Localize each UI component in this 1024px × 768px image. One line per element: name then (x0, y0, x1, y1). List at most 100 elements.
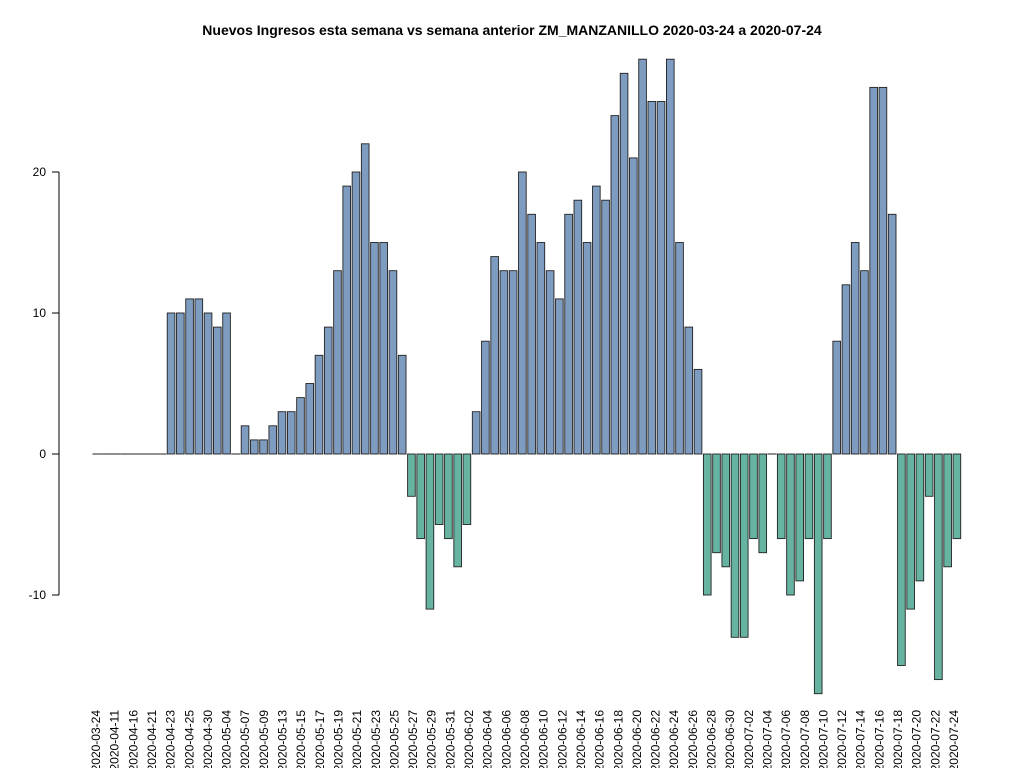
bar-negative (739, 453, 749, 638)
x-tick-label: 2020-05-29 (425, 710, 439, 768)
bar-positive (194, 298, 204, 455)
bar-positive (213, 326, 222, 455)
x-tick-label: 2020-06-08 (518, 710, 532, 768)
x-tick-label: 2020-07-14 (854, 710, 868, 768)
x-tick-label: 2020-05-31 (443, 710, 457, 768)
bar-positive (481, 340, 490, 455)
bar-positive (564, 213, 573, 455)
y-axis: -10 0 10 20 (29, 165, 60, 602)
bar-positive (490, 256, 499, 455)
x-axis: 2020-03-24 2020-04-11 2020-04-16 2020-04-21… (89, 710, 961, 768)
bar-negative (906, 453, 915, 610)
x-tick-label: 2020-07-12 (835, 710, 849, 768)
bar-positive (638, 58, 647, 455)
y-tick-label: 10 (33, 306, 47, 320)
x-tick-label: 2020-06-16 (593, 710, 607, 768)
bar-positive (249, 439, 259, 455)
bar-negative (952, 453, 962, 540)
y-tick-label: 20 (33, 165, 47, 179)
x-tick-label: 2020-05-27 (406, 710, 420, 768)
x-tick-label: 2020-04-23 (164, 710, 178, 768)
bar-positive (878, 86, 888, 455)
x-tick-label: 2020-06-06 (499, 710, 513, 768)
bar-positive (185, 298, 194, 455)
bar-negative (749, 453, 758, 540)
x-tick-label: 2020-05-07 (238, 710, 252, 768)
bar-positive (850, 242, 860, 455)
bar-negative (407, 453, 416, 497)
x-tick-label: 2020-04-21 (145, 710, 159, 768)
bar-positive (360, 143, 370, 455)
bar-positive (268, 425, 278, 455)
bar-positive (508, 270, 518, 455)
x-tick-label: 2020-06-04 (481, 710, 495, 768)
x-tick-label: 2020-07-08 (798, 710, 812, 768)
bar-positive (656, 101, 666, 455)
bar-negative (416, 453, 425, 540)
bar-positive (573, 199, 583, 455)
bar-negative (804, 453, 814, 540)
bar-positive (176, 312, 185, 455)
bar-positive (370, 242, 379, 455)
bar-negative (943, 453, 952, 568)
x-tick-label: 2020-07-24 (947, 710, 961, 768)
bar-positive (333, 270, 342, 455)
bar-positive (240, 425, 250, 455)
bar-positive (499, 270, 509, 455)
bar-negative (425, 453, 435, 610)
x-tick-label: 2020-07-16 (872, 710, 886, 768)
bar-positive (277, 411, 287, 455)
x-tick-label: 2020-06-22 (649, 710, 663, 768)
x-tick-label: 2020-07-10 (816, 710, 830, 768)
x-tick-label: 2020-05-21 (350, 710, 364, 768)
bar-negative (721, 453, 731, 568)
bar-positive (619, 72, 629, 455)
bar-positive (471, 411, 481, 455)
chart-title: Nuevos Ingresos esta semana vs semana an… (202, 22, 822, 38)
bar-positive (536, 242, 546, 455)
bar-positive (342, 185, 352, 455)
bar-positive (684, 326, 694, 455)
bar-positive (610, 115, 620, 455)
x-tick-label: 2020-07-22 (928, 710, 942, 768)
bar-positive (592, 185, 601, 455)
bar-negative (702, 453, 712, 596)
bar-negative (897, 453, 906, 666)
bar-positive (555, 298, 564, 455)
bar-positive (259, 439, 268, 455)
x-tick-label: 2020-06-24 (667, 710, 681, 768)
x-tick-label: 2020-06-12 (555, 710, 569, 768)
x-tick-label: 2020-03-24 (89, 710, 103, 768)
bar-positive (314, 354, 324, 455)
bar-negative (712, 453, 721, 554)
bar-negative (924, 453, 934, 497)
bar-negative (776, 453, 786, 540)
x-tick-label: 2020-05-23 (369, 710, 383, 768)
x-tick-label: 2020-04-30 (201, 710, 215, 768)
bar-positive (397, 354, 407, 455)
bars-group (92, 58, 962, 695)
bar-positive (860, 270, 869, 455)
bar-positive (629, 157, 638, 455)
bar-negative (758, 453, 768, 554)
bar-negative (444, 453, 453, 540)
x-tick-label: 2020-07-02 (742, 710, 756, 768)
bar-negative (934, 453, 943, 681)
x-tick-label: 2020-05-13 (276, 710, 290, 768)
x-tick-label: 2020-05-17 (313, 710, 327, 768)
x-tick-label: 2020-05-19 (331, 710, 345, 768)
x-tick-label: 2020-05-04 (220, 710, 234, 768)
x-tick-label: 2020-04-16 (126, 710, 140, 768)
bar-positive (869, 86, 878, 455)
bar-positive (666, 58, 675, 455)
bar-negative (813, 453, 823, 695)
bar-positive (388, 270, 398, 455)
x-tick-label: 2020-06-28 (705, 710, 719, 768)
bar-positive (222, 312, 231, 455)
bar-positive (351, 171, 361, 455)
bar-positive (675, 242, 684, 455)
bar-negative (730, 453, 740, 638)
x-tick-label: 2020-04-11 (108, 710, 122, 768)
x-tick-label: 2020-06-30 (723, 710, 737, 768)
